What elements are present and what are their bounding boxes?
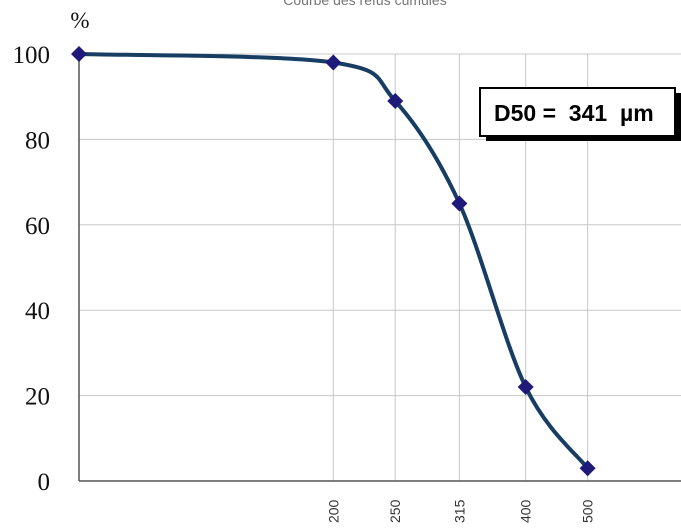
annotation-frame bbox=[479, 87, 676, 137]
data-point-315 bbox=[451, 195, 468, 212]
d50-annotation-box: D50 = 341 µm bbox=[479, 87, 681, 141]
y-axis-label: % bbox=[70, 8, 89, 33]
y-tick-label-80: 80 bbox=[25, 127, 50, 154]
x-tick-labels: 200 250 315 400 500 bbox=[325, 499, 595, 523]
x-tick-label-500: 500 bbox=[580, 499, 596, 523]
x-tick-label-250: 250 bbox=[387, 499, 403, 523]
axes bbox=[78, 50, 681, 482]
data-point-250 bbox=[387, 92, 404, 109]
x-tick-label-200: 200 bbox=[325, 499, 341, 523]
y-tick-label-60: 60 bbox=[25, 213, 50, 240]
data-point-400 bbox=[517, 379, 534, 396]
d50-annotation-text: D50 = 341 µm bbox=[494, 100, 654, 126]
data-point-200 bbox=[325, 54, 342, 71]
data-point-80 bbox=[71, 46, 87, 62]
y-tick-label-100: 100 bbox=[13, 42, 51, 69]
y-tick-label-40: 40 bbox=[25, 298, 50, 325]
chart-title: Courbe des refus cumulés bbox=[283, 0, 446, 8]
y-tick-label-0: 0 bbox=[38, 469, 51, 496]
x-tick-label-400: 400 bbox=[518, 499, 534, 523]
x-tick-label-315: 315 bbox=[451, 499, 467, 523]
data-point-500 bbox=[579, 460, 596, 477]
data-point-markers bbox=[71, 46, 596, 477]
y-tick-label-20: 20 bbox=[25, 384, 50, 411]
y-tick-labels: 0 20 40 60 80 100 bbox=[13, 42, 51, 496]
